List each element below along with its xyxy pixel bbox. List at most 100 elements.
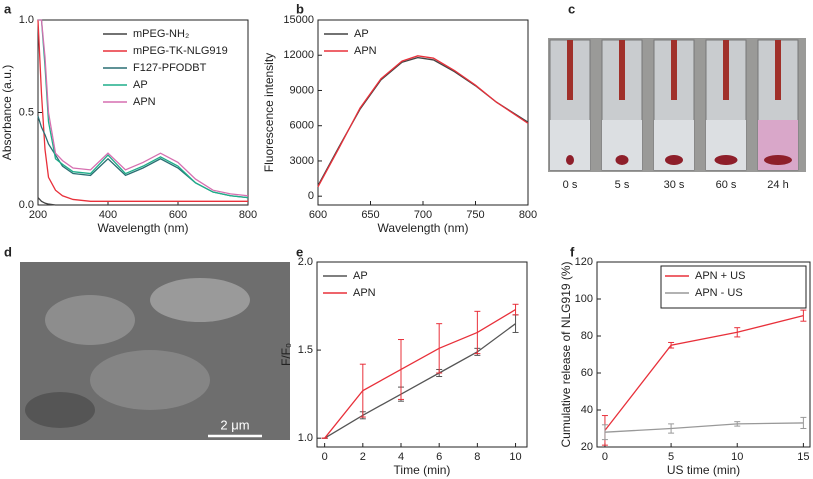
precipitate <box>615 155 629 165</box>
series-line <box>38 19 249 197</box>
x-tick-label: 800 <box>519 209 537 221</box>
y-tick-label: 40 <box>581 404 593 416</box>
x-tick-label: 700 <box>414 209 432 221</box>
panel-label: d <box>4 244 12 259</box>
precipitate <box>764 155 792 165</box>
x-tick-label: 2 <box>360 451 366 463</box>
x-tick-label: 600 <box>169 209 187 221</box>
photo-label: 24 h <box>767 179 788 191</box>
x-tick-label: 10 <box>509 451 521 463</box>
error-bar <box>800 416 807 429</box>
error-bar <box>359 363 366 418</box>
needle <box>619 40 625 100</box>
plot-frame <box>596 261 811 448</box>
x-tick-label: 0 <box>322 451 328 463</box>
sem-texture <box>90 350 210 410</box>
y-tick-label: 1.0 <box>19 14 34 26</box>
x-tick-label: 400 <box>99 209 117 221</box>
x-tick-label: 750 <box>466 209 484 221</box>
panel-label: f <box>570 244 575 259</box>
scale-bar-label: 2 μm <box>220 417 249 432</box>
error-bar <box>734 327 741 338</box>
y-axis-label: Fluorescence intensity <box>262 53 276 172</box>
needle <box>671 40 677 100</box>
photo-label: 30 s <box>664 179 685 191</box>
series-line <box>37 197 248 206</box>
legend-label: mPEG-TK-NLG919 <box>133 45 228 57</box>
series-line <box>604 315 804 431</box>
x-tick-label: 8 <box>474 451 480 463</box>
x-axis-label: US time (min) <box>667 463 740 477</box>
x-tick-label: 650 <box>361 209 379 221</box>
y-tick-label: 20 <box>581 441 593 453</box>
needle <box>775 40 781 100</box>
x-axis-label: Wavelength (nm) <box>98 221 189 235</box>
x-tick-label: 6 <box>436 451 442 463</box>
x-tick-label: 5 <box>668 451 674 463</box>
legend-label: mPEG-NH₂ <box>133 28 189 40</box>
panel-label: c <box>568 1 575 16</box>
precipitate <box>714 155 738 165</box>
y-tick-label: 80 <box>581 330 593 342</box>
x-tick-label: 10 <box>731 451 743 463</box>
legend-label: APN - US <box>695 287 743 299</box>
y-tick-label: 12000 <box>283 49 314 61</box>
series-line <box>324 323 516 439</box>
y-tick-label: 0.5 <box>19 106 34 118</box>
panel-label: a <box>4 1 12 16</box>
legend-label: APN <box>353 287 376 299</box>
needle <box>723 40 729 100</box>
x-tick-label: 15 <box>797 451 809 463</box>
x-tick-label: 200 <box>29 209 47 221</box>
y-axis-label: Absorbance (a.u.) <box>0 65 14 160</box>
precipitate <box>566 155 574 165</box>
x-tick-label: 800 <box>239 209 257 221</box>
y-tick-label: 0.0 <box>19 199 34 211</box>
series-line <box>37 116 249 199</box>
error-bar <box>668 341 675 349</box>
series-line <box>604 422 804 433</box>
y-tick-label: 9000 <box>290 84 314 96</box>
x-tick-label: 600 <box>309 209 327 221</box>
error-bar <box>734 421 741 427</box>
series-line <box>317 55 529 188</box>
panel-label: e <box>296 244 303 259</box>
x-tick-label: 4 <box>398 451 404 463</box>
photo-label: 0 s <box>563 179 578 191</box>
sem-texture <box>150 278 250 322</box>
y-tick-label: 1.0 <box>298 432 313 444</box>
error-bar <box>668 423 675 434</box>
y-tick-label: 60 <box>581 367 593 379</box>
panel-label: b <box>296 1 304 16</box>
plot-frame <box>316 261 528 448</box>
x-tick-label: 0 <box>602 451 608 463</box>
photo-d: 2 μm <box>20 262 290 440</box>
legend-label: AP <box>133 79 148 91</box>
series-line <box>317 56 529 186</box>
series-line <box>324 309 516 439</box>
legend-label: F127-PFODBT <box>133 62 207 74</box>
y-tick-label: 120 <box>575 256 593 268</box>
y-tick-label: 100 <box>575 293 593 305</box>
photo-label: 60 s <box>716 179 737 191</box>
needle <box>567 40 573 100</box>
legend-box <box>660 265 807 309</box>
error-bar <box>436 323 443 374</box>
y-tick-label: 3000 <box>290 155 314 167</box>
legend-label: APN <box>354 45 377 57</box>
plot-frame <box>317 19 529 206</box>
y-tick-label: 15000 <box>283 14 314 26</box>
sem-texture <box>25 392 95 428</box>
error-bar <box>800 309 807 322</box>
y-axis-label: Cumulative release of NLG919 (%) <box>559 261 573 447</box>
error-bar <box>512 303 519 316</box>
y-tick-label: 1.5 <box>298 344 313 356</box>
legend-label: APN <box>133 96 156 108</box>
legend-label: APN + US <box>695 270 745 282</box>
y-tick-label: 0 <box>308 190 314 202</box>
photo-label: 5 s <box>615 179 630 191</box>
x-axis-label: Wavelength (nm) <box>378 221 469 235</box>
x-axis-label: Time (min) <box>394 463 451 477</box>
y-axis-label: F/F₀ <box>279 343 293 366</box>
